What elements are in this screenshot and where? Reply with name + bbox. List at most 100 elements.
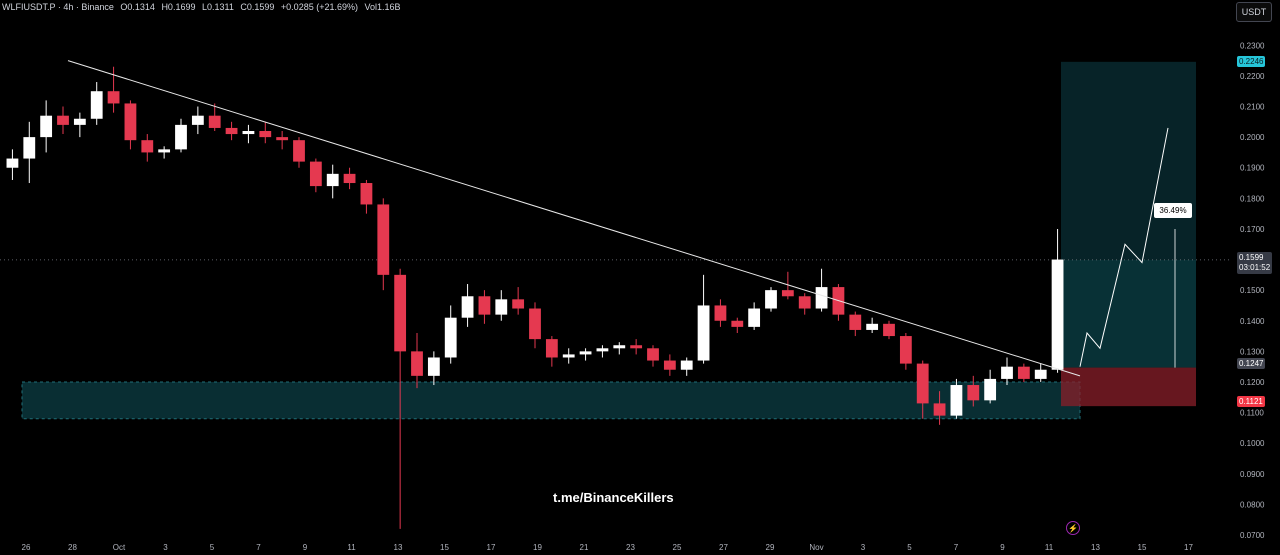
y-tick-label: 0.1400 <box>1240 317 1265 326</box>
candle <box>613 342 626 355</box>
candle <box>309 158 322 193</box>
target-price-tag: 0.2246 <box>1237 56 1266 67</box>
candle-body <box>781 290 794 297</box>
candle-body <box>377 204 390 275</box>
candle-body <box>1034 369 1047 379</box>
symbol-name[interactable]: WLFIUSDT.P · 4h · Binance <box>2 2 114 12</box>
y-tick-label: 0.2300 <box>1240 41 1265 50</box>
candle-body <box>23 137 36 159</box>
candle-body <box>933 403 946 416</box>
trendline[interactable] <box>67 60 1081 377</box>
candle-body <box>630 345 643 349</box>
candle <box>781 271 794 300</box>
candle-body <box>394 274 407 352</box>
candle-body <box>815 287 828 309</box>
candle <box>124 100 137 150</box>
x-tick-label: 26 <box>22 543 31 552</box>
price-axis[interactable]: 0.2300 0.2200 0.2100 0.2000 0.1900 0.1800 0.17… <box>1240 41 1265 540</box>
candle-body <box>1001 366 1013 379</box>
candle-body <box>124 103 137 141</box>
x-tick-label: 9 <box>1000 543 1005 552</box>
candle-body <box>225 127 238 135</box>
ohlc-change: +0.0285 (+21.69%) <box>280 2 358 12</box>
entry-price-tag: 0.1247 <box>1237 358 1266 369</box>
candle <box>444 305 457 364</box>
candle-body <box>40 115 53 138</box>
candle <box>899 333 912 370</box>
x-tick-label: 11 <box>1045 543 1054 552</box>
candle-body <box>545 339 558 358</box>
candle-body <box>326 173 339 187</box>
ohlc-low: L0.1311 <box>201 2 234 12</box>
x-tick-label: 3 <box>861 543 866 552</box>
candle <box>714 299 727 327</box>
candle <box>1017 363 1030 382</box>
candle <box>225 121 238 141</box>
candle <box>293 137 305 168</box>
candle-body <box>478 296 491 315</box>
y-tick-label: 0.1500 <box>1240 286 1265 295</box>
candle <box>512 287 525 315</box>
candle <box>596 345 609 358</box>
candle <box>208 103 221 131</box>
x-tick-label: 21 <box>580 543 589 552</box>
candle <box>866 317 879 333</box>
candle <box>242 124 255 144</box>
candle <box>175 118 187 153</box>
candle-body <box>748 308 761 327</box>
time-axis[interactable]: 26 28 Oct 3 5 7 9 11 13 15 17 19 21 23 25 27 29 Nov 3 5 7 9 11… <box>22 543 1194 552</box>
candle-body <box>562 354 575 358</box>
ohlc-high: H0.1699 <box>161 2 196 12</box>
candle <box>73 112 86 138</box>
x-tick-label: 11 <box>347 543 356 552</box>
candle-body <box>697 305 710 361</box>
candle <box>461 284 474 327</box>
y-tick-label: 0.2100 <box>1240 103 1265 112</box>
candle <box>950 378 963 419</box>
x-tick-label: 15 <box>1138 543 1147 552</box>
stop-zone <box>1061 367 1196 407</box>
y-tick-label: 0.1900 <box>1240 164 1265 173</box>
candle <box>40 100 53 153</box>
candle-body <box>714 305 727 321</box>
candle-body <box>866 323 879 330</box>
candle <box>630 339 643 355</box>
candle-body <box>90 91 103 119</box>
candle <box>360 179 373 214</box>
candle-body <box>343 173 356 184</box>
candle-body <box>158 149 171 153</box>
x-tick-label: 5 <box>907 543 912 552</box>
candle-body <box>1051 259 1064 370</box>
candle <box>647 345 659 367</box>
candle <box>663 354 676 376</box>
y-tick-label: 0.1000 <box>1240 439 1265 448</box>
candle-body <box>191 115 204 125</box>
candle <box>191 106 204 135</box>
x-tick-label: 19 <box>533 543 542 552</box>
candle-body <box>596 348 609 352</box>
y-tick-label: 0.0700 <box>1240 531 1265 540</box>
candle-body <box>765 290 777 309</box>
x-tick-label: Oct <box>113 543 126 552</box>
current-price-value: 0.1599 <box>1239 253 1264 262</box>
candle <box>411 333 423 389</box>
percent-label: 36.49% <box>1154 203 1192 218</box>
candle <box>90 82 103 125</box>
candle-body <box>798 296 811 309</box>
y-tick-label: 0.2000 <box>1240 133 1265 142</box>
currency-button[interactable]: USDT <box>1236 2 1272 22</box>
countdown-timer: 03:01:52 <box>1239 263 1271 272</box>
candle <box>478 290 491 324</box>
x-tick-label: 25 <box>673 543 682 552</box>
candle <box>23 121 36 184</box>
lightning-icon[interactable]: ⚡ <box>1066 521 1080 535</box>
candle <box>394 268 407 529</box>
ohlc-open: O0.1314 <box>120 2 155 12</box>
candle-body <box>984 378 997 401</box>
candle-body <box>899 336 912 364</box>
candle-body <box>360 183 373 205</box>
candle-body <box>529 308 541 340</box>
x-tick-label: Nov <box>809 543 823 552</box>
y-tick-label: 0.1100 <box>1240 409 1264 418</box>
